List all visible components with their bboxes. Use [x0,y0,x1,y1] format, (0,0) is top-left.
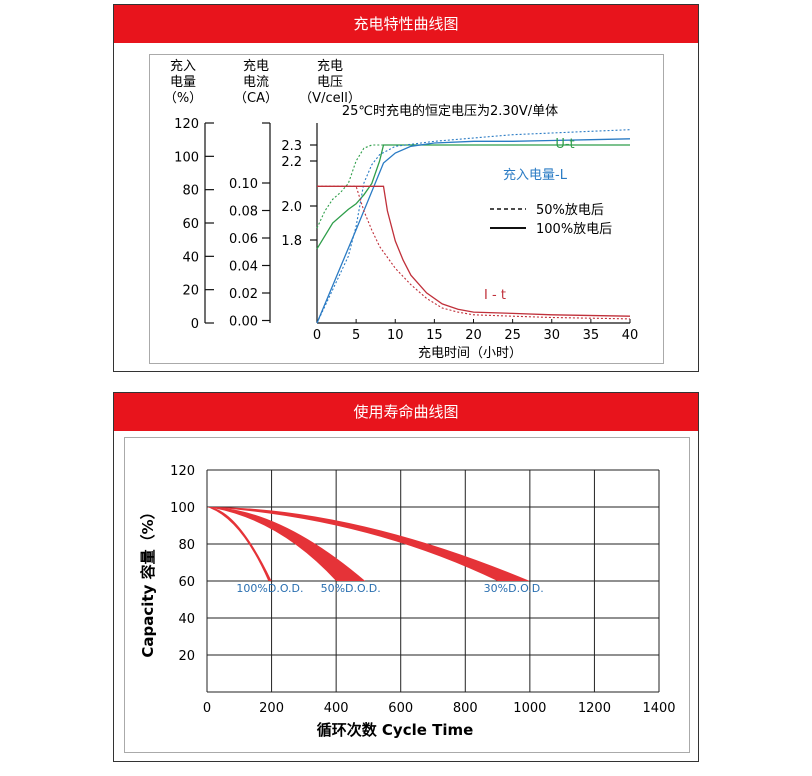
panel-title: 使用寿命曲线图 [114,393,698,431]
axis-header-label: 充电 [243,58,269,74]
voltage-tick-label: 2.3 [281,139,302,154]
y-tick-label: 100 [170,501,195,516]
capacity-tick-label: 40 [182,250,199,265]
x-tick-label: 600 [388,701,413,716]
x-axis-label: 循环次数 Cycle Time [317,721,474,739]
x-tick-label: 0 [313,328,321,343]
legend-dashed-label: 50%放电后 [536,203,604,218]
y-tick-label: 80 [178,538,195,553]
current-tick-label: 0.10 [229,177,258,192]
annotation-i-t: I - t [484,288,506,303]
y-axis-label: Capacity 容量（%） [139,504,157,657]
legend-solid-label: 100%放电后 [536,222,612,237]
dod-label: 30%D.O.D. [484,582,544,595]
series-line-current-dashed [317,185,631,320]
x-tick-label: 20 [465,328,482,343]
x-tick-label: 1400 [642,701,675,716]
voltage-tick-label: 1.8 [281,234,302,249]
capacity-tick-label: 120 [174,117,199,132]
panel-title: 充电特性曲线图 [114,5,698,43]
axis-header-label: （CA） [234,91,278,106]
current-tick-label: 0.00 [229,315,258,330]
y-tick-label: 40 [178,612,195,627]
dod-band [207,507,530,581]
dod-band [207,507,272,581]
x-tick-label: 25 [504,328,521,343]
voltage-tick-label: 2.0 [281,200,302,215]
charge-characteristic-chart: 充入电量（%）充电电流（CA）充电电压（V/cell）25℃时充电的恒定电压为2… [164,58,639,361]
y-tick-label: 20 [178,649,195,664]
voltage-tick-label: 2.2 [281,155,302,170]
x-tick-label: 35 [583,328,600,343]
charge-chart-frame: 充入 电量 （%） 充电 电流 （CA） 充电 电压 （V/cell） 25℃时充电的恒定电压为2… [149,54,664,364]
current-tick-label: 0.02 [229,287,258,302]
capacity-tick-label: 20 [182,284,199,299]
y-tick-label: 120 [170,464,195,479]
x-tick-label: 5 [352,328,360,343]
x-tick-label: 15 [426,328,443,343]
x-tick-label: 1000 [513,701,546,716]
axis-header-label: 电量 [170,75,196,90]
capacity-tick-label: 0 [191,317,199,332]
annotation-capacity-l: 充入电量-L [503,167,568,183]
x-tick-label: 40 [622,328,639,343]
current-tick-label: 0.08 [229,205,258,220]
axis-header-label: （%） [164,91,202,106]
x-tick-label: 200 [259,701,284,716]
axis-header-label: （V/cell） [299,91,361,106]
dod-band [207,507,366,581]
capacity-tick-label: 60 [182,217,199,232]
cycle-chart-frame: 120 100 80 60 40 20 0 200 400 600 800 1000 1200 1400 循… [124,437,690,753]
x-tick-label: 400 [324,701,349,716]
series-line-capacity-solid [316,138,631,324]
series-line-current-solid [317,185,631,317]
dod-label: 50%D.O.D. [321,582,381,595]
annotation-u-t: U-t [555,137,574,152]
charge-characteristic-panel: 充电特性曲线图 充入 电量 （%） 充电 电流 （CA） 充电 电压 （V/cell） 25℃时充… [113,4,699,372]
current-tick-label: 0.06 [229,232,258,247]
x-axis-label: 充电时间（小时） [418,345,522,361]
current-tick-label: 0.04 [229,260,258,275]
dod-label: 100%D.O.D. [236,582,303,595]
y-tick-label: 60 [178,575,195,590]
axis-header-label: 充入 [170,58,196,74]
x-tick-label: 0 [203,701,211,716]
x-tick-label: 1200 [578,701,611,716]
series-line-capacity-dashed [316,129,631,324]
axis-header-label: 电流 [243,75,269,90]
x-tick-label: 800 [453,701,478,716]
x-tick-label: 10 [387,328,404,343]
cycle-life-panel: 使用寿命曲线图 120 100 80 60 40 20 0 200 400 600 800 1000 1… [113,392,699,762]
axis-header-label: 充电 [317,58,343,74]
capacity-tick-label: 100 [174,150,199,165]
axis-header-label: 电压 [317,75,343,90]
capacity-tick-label: 80 [182,184,199,199]
chart-title: 25℃时充电的恒定电压为2.30V/单体 [342,103,558,119]
x-tick-label: 30 [543,328,560,343]
